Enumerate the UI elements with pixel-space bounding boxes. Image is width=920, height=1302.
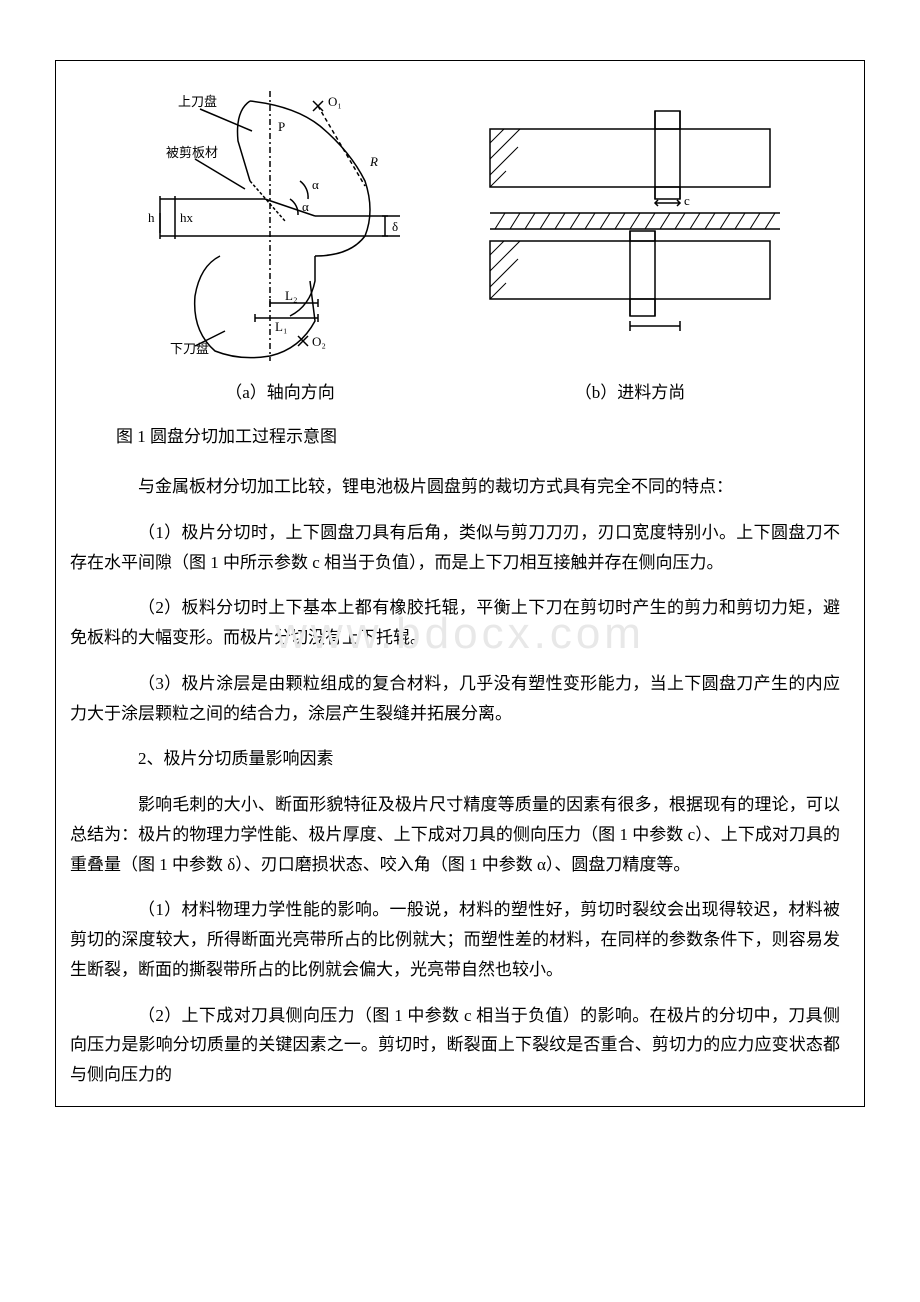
subfig-a-caption: （a）轴向方向: [140, 378, 420, 403]
label-p: P: [278, 119, 285, 134]
label-alpha: α: [312, 177, 319, 192]
diagram-b-svg: c: [480, 81, 780, 361]
label-l2: L₂: [285, 288, 297, 303]
section-2-intro: 影响毛刺的大小、断面形貌特征及极片尺寸精度等质量的因素有很多，根据现有的理论，可…: [56, 790, 864, 879]
label-l1: L₁: [275, 319, 287, 334]
label-h: h: [148, 210, 155, 225]
label-o2: O₂: [312, 334, 326, 349]
figure-caption: 图 1 圆盘分切加工过程示意图: [56, 423, 864, 450]
subfigure-a: 上刀盘 被剪板材 下刀盘 h hx O₁ O₂ R P α α δ L₂ L₁ …: [140, 81, 420, 403]
label-alpha2: α: [302, 199, 309, 214]
label-hx: hx: [180, 210, 194, 225]
paragraph-1: （1）极片分切时，上下圆盘刀具有后角，类似与剪刀刀刃，刃口宽度特别小。上下圆盘刀…: [56, 518, 864, 578]
label-top-blade: 上刀盘: [178, 94, 217, 109]
paragraph-intro: 与金属板材分切加工比较，锂电池极片圆盘剪的裁切方式具有完全不同的特点：: [56, 472, 864, 502]
paragraph-2: （2）板料分切时上下基本上都有橡胶托辊，平衡上下刀在剪切时产生的剪力和剪切力矩，…: [56, 593, 864, 653]
page-border: www.bdocx.com: [55, 60, 865, 1107]
label-bottom-blade: 下刀盘: [170, 341, 209, 356]
figure-area: 上刀盘 被剪板材 下刀盘 h hx O₁ O₂ R P α α δ L₂ L₁ …: [56, 81, 864, 403]
label-sheet: 被剪板材: [166, 145, 218, 160]
paragraph-3: （3）极片涂层是由颗粒组成的复合材料，几乎没有塑性变形能力，当上下圆盘刀产生的内…: [56, 669, 864, 729]
subfigure-b: c （b）进料方尚: [480, 81, 780, 403]
diagram-a-svg: 上刀盘 被剪板材 下刀盘 h hx O₁ O₂ R P α α δ L₂ L₁: [140, 81, 420, 361]
section-2-title: 2、极片分切质量影响因素: [56, 744, 864, 774]
section-2-p1: （1）材料物理力学性能的影响。一般说，材料的塑性好，剪切时裂纹会出现得较迟，材料…: [56, 895, 864, 984]
label-o1: O₁: [328, 94, 342, 109]
label-r: R: [369, 154, 378, 169]
subfig-b-caption: （b）进料方尚: [480, 378, 780, 403]
section-2-p2: （2）上下成对刀具侧向压力（图 1 中参数 c 相当于负值）的影响。在极片的分切…: [56, 1001, 864, 1090]
label-delta: δ: [392, 219, 398, 234]
label-c: c: [684, 193, 690, 208]
